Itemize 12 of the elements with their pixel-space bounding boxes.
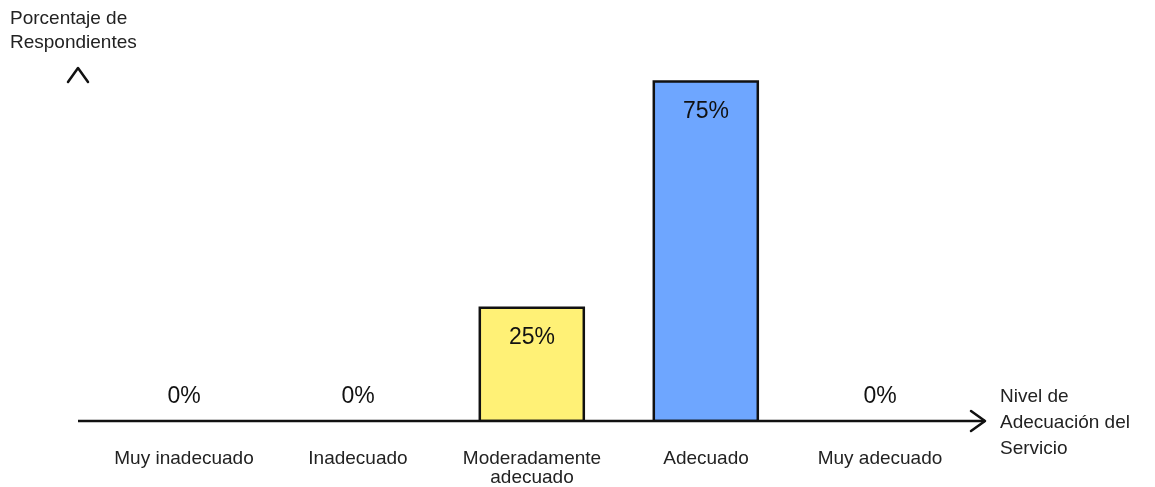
x-axis-title: Nivel de Adecuación del Servicio (1000, 384, 1131, 460)
data-label: 0% (341, 382, 375, 409)
x-tick-label: Muy inadecuado (114, 447, 254, 469)
data-label: 25% (508, 322, 556, 349)
data-label: 0% (167, 382, 201, 409)
data-label: 0% (863, 382, 897, 409)
x-tick-label: Moderadamente adecuado (462, 447, 602, 487)
y-axis-title: Porcentaje de Respondientes (10, 6, 138, 54)
x-tick-label: Adecuado (663, 447, 749, 469)
x-tick-label: Muy adecuado (817, 447, 943, 469)
data-label: 75% (682, 96, 730, 123)
x-tick-label: Inadecuado (308, 447, 408, 469)
